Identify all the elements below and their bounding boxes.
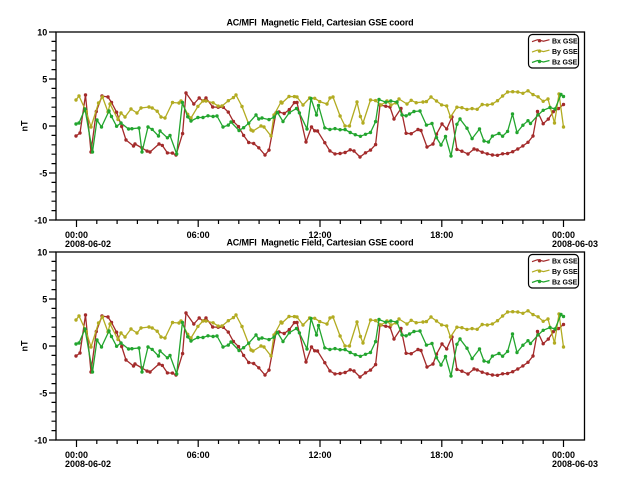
svg-text:5: 5	[42, 75, 47, 85]
svg-text:12:00: 12:00	[308, 230, 331, 240]
svg-text:0: 0	[42, 122, 47, 132]
svg-text:AC/MFI Magnetic Field, Cartes: AC/MFI Magnetic Field, Cartesian GSE coo…	[226, 18, 413, 28]
svg-text:0: 0	[42, 342, 47, 352]
svg-text:2008-06-02: 2008-06-02	[65, 459, 111, 469]
svg-text:-5: -5	[39, 389, 47, 399]
svg-text:2008-06-02: 2008-06-02	[65, 239, 111, 249]
svg-text:Bx GSE: Bx GSE	[552, 259, 578, 266]
svg-text:-10: -10	[34, 436, 47, 446]
svg-text:nT: nT	[20, 120, 30, 131]
svg-text:18:00: 18:00	[430, 230, 453, 240]
svg-text:2008-06-03: 2008-06-03	[552, 239, 598, 249]
svg-text:Bx GSE: Bx GSE	[552, 39, 578, 46]
svg-text:5: 5	[42, 295, 47, 305]
svg-text:-10: -10	[34, 216, 47, 226]
svg-text:10: 10	[37, 28, 47, 38]
svg-text:00:00: 00:00	[552, 450, 575, 460]
svg-text:18:00: 18:00	[430, 450, 453, 460]
svg-text:AC/MFI Magnetic Field, Cartes: AC/MFI Magnetic Field, Cartesian GSE coo…	[226, 238, 413, 248]
svg-text:nT: nT	[20, 340, 30, 351]
svg-text:By GSE: By GSE	[552, 269, 578, 276]
svg-text:00:00: 00:00	[552, 230, 575, 240]
svg-text:00:00: 00:00	[65, 450, 88, 460]
svg-text:06:00: 06:00	[187, 450, 210, 460]
svg-text:-5: -5	[39, 169, 47, 179]
svg-text:00:00: 00:00	[65, 230, 88, 240]
svg-text:2008-06-03: 2008-06-03	[552, 459, 598, 469]
svg-text:06:00: 06:00	[187, 230, 210, 240]
svg-text:Bz GSE: Bz GSE	[552, 279, 578, 286]
svg-text:By GSE: By GSE	[552, 49, 578, 56]
svg-text:10: 10	[37, 248, 47, 258]
svg-text:12:00: 12:00	[308, 450, 331, 460]
svg-text:Bz GSE: Bz GSE	[552, 59, 578, 66]
